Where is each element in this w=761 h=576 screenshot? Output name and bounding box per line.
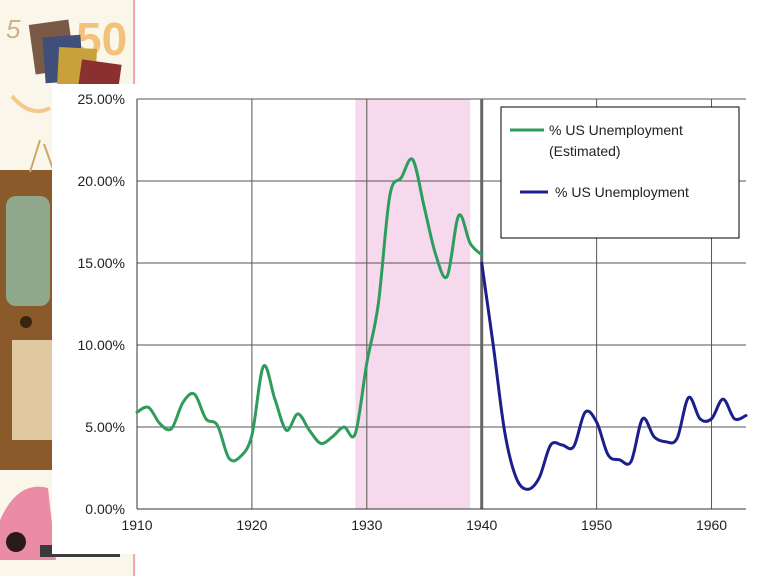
unemployment-line-chart: 0.00% 5.00% 10.00% 15.00% 20.00% 25.00% 1910 19…: [78, 91, 748, 533]
series-line-estimated: [135, 157, 484, 463]
y-tick-label-2: 10.00%: [78, 337, 125, 353]
y-tick-label-3: 15.00%: [78, 255, 125, 271]
x-tick-label-1: 1920: [236, 517, 267, 533]
x-tick-label-4: 1950: [581, 517, 612, 533]
x-tick-label-3: 1940: [466, 517, 497, 533]
legend-label-estimated: % US Unemployment: [549, 122, 683, 138]
y-tick-label-1: 5.00%: [85, 419, 125, 435]
legend-label-estimated-sub: (Estimated): [549, 143, 621, 159]
y-tick-label-4: 20.00%: [78, 173, 125, 189]
x-tick-label-0: 1910: [121, 517, 152, 533]
fifties-decoration: 5 50: [0, 13, 127, 560]
magazine-stack-icon: [28, 19, 122, 91]
great-depression-shading: [355, 99, 471, 509]
swoosh-icon: [10, 94, 51, 113]
y-tick-label-5: 25.00%: [78, 91, 125, 107]
vintage-television-icon: [0, 139, 56, 470]
x-tick-label-5: 1960: [696, 517, 727, 533]
legend-label-actual: % US Unemployment: [555, 184, 689, 200]
script-numeral: 5: [6, 14, 21, 44]
series-line-actual: [480, 261, 748, 491]
chart-legend: % US Unemployment (Estimated) % US Unemp…: [500, 106, 740, 239]
x-tick-label-2: 1930: [351, 517, 382, 533]
y-tick-label-0: 0.00%: [85, 501, 125, 517]
chart-panel: 0.00% 5.00% 10.00% 15.00% 20.00% 25.00% 1910 19…: [52, 84, 761, 554]
